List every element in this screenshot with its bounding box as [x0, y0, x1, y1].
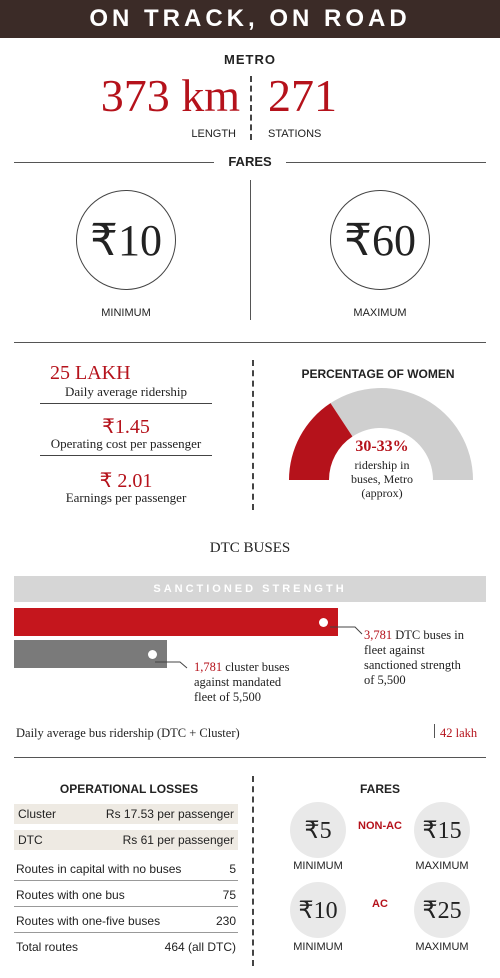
ac-min-circle: ₹10: [290, 882, 346, 938]
page-title: ON TRACK, ON ROAD: [0, 0, 500, 38]
cost-value: ₹1.45: [102, 416, 150, 438]
gauge-share-arc: [289, 403, 353, 480]
dtc-bar-marker: [319, 618, 328, 627]
loss-dtc-value: Rs 61 per passenger: [122, 833, 234, 847]
dtc-note-line-3: sanctioned strength: [364, 658, 461, 672]
bus-ridership-label: Daily average bus ridership (DTC + Clust…: [16, 726, 240, 740]
women-line-3: (approx): [361, 486, 403, 500]
bus-ridership-tick: [434, 724, 435, 738]
metro-stations-label: STATIONS: [268, 128, 322, 140]
women-line-2: buses, Metro: [351, 472, 413, 486]
dtc-bar: [14, 608, 338, 636]
route-rule: [14, 906, 238, 907]
ac-max-label: MAXIMUM: [415, 941, 469, 953]
ac-max-circle: ₹25: [414, 882, 470, 938]
nonac-max-circle: ₹15: [414, 802, 470, 858]
women-value: 30-33%: [355, 438, 409, 455]
route-rule: [14, 880, 238, 881]
women-title: PERCENTAGE OF WOMEN: [301, 367, 455, 381]
route-label: Routes with one bus: [16, 888, 125, 902]
dtc-note-line-2: fleet against: [364, 643, 425, 657]
nonac-label: NON-AC: [358, 820, 402, 832]
ac-min-label: MINIMUM: [293, 941, 343, 953]
dtc-note-line-1: DTC buses in: [392, 628, 464, 642]
fare-min-circle: ₹10: [76, 190, 176, 290]
section-rule: [14, 342, 486, 343]
bus-ridership-value: 42 lakh: [440, 726, 478, 740]
earnings-label: Earnings per passenger: [65, 490, 187, 505]
fares-label: FARES: [228, 154, 272, 169]
metro-stations-value: 271: [268, 70, 337, 121]
loss-dtc-label: DTC: [18, 833, 43, 847]
women-gauge: [289, 388, 473, 480]
metro-label: METRO: [224, 52, 276, 67]
ridership-label: Daily average ridership: [40, 384, 212, 404]
women-caption: ridership in buses, Metro (approx): [320, 458, 444, 500]
nonac-max-label: MAXIMUM: [415, 860, 469, 872]
cost-label: Operating cost per passenger: [40, 436, 212, 456]
cluster-note-line-3: fleet of 5,500: [194, 690, 261, 704]
fare-max-label: MAXIMUM: [353, 307, 407, 319]
fare-max-circle: ₹60: [330, 190, 430, 290]
nonac-min-value: ₹5: [304, 817, 332, 844]
cluster-note-line-2: against mandated: [194, 675, 282, 689]
fares-divider: [250, 180, 251, 320]
route-label: Routes with one-five buses: [16, 914, 161, 928]
sanctioned-label: SANCTIONED STRENGTH: [153, 583, 347, 595]
ac-label: AC: [372, 898, 388, 910]
gauge-rest-arc: [330, 388, 473, 480]
route-value: 75: [222, 888, 236, 902]
route-row: Routes with one bus 75: [16, 888, 236, 902]
cluster-bar: [14, 640, 167, 668]
women-line-1: ridership in: [354, 458, 410, 472]
route-label: Routes in capital with no buses: [16, 862, 182, 876]
route-row: Routes in capital with no buses 5: [16, 862, 236, 876]
earnings-value: ₹ 2.01: [99, 470, 153, 492]
route-label: Total routes: [16, 940, 79, 954]
nonac-min-circle: ₹5: [290, 802, 346, 858]
loss-row-cluster: Cluster Rs 17.53 per passenger: [14, 804, 238, 824]
dtc-leader-lines: [155, 626, 363, 669]
stats-divider: [252, 360, 254, 510]
metro-length-value: 373 km: [100, 70, 240, 121]
fares-rule-left: [14, 162, 214, 163]
dtc-note-num: 3,781: [364, 628, 393, 642]
loss-cluster-label: Cluster: [18, 807, 57, 821]
metro-divider: [250, 76, 252, 140]
route-row: Routes with one-five buses 230: [16, 914, 236, 928]
losses-title: OPERATIONAL LOSSES: [59, 782, 199, 796]
fare-max-value: ₹60: [344, 215, 416, 265]
bus-fares-title: FARES: [359, 782, 400, 796]
fares-rule-right: [286, 162, 486, 163]
nonac-max-value: ₹15: [422, 817, 462, 844]
dtc-title: DTC BUSES: [209, 540, 291, 556]
cluster-bar-marker: [148, 650, 157, 659]
loss-cluster-value: Rs 17.53 per passenger: [105, 807, 234, 821]
section-rule-2: [14, 757, 486, 758]
route-value: 5: [229, 862, 236, 876]
loss-row-dtc: DTC Rs 61 per passenger: [14, 830, 238, 850]
metro-length-label: LENGTH: [191, 128, 236, 140]
route-value: 464 (all DTC): [164, 940, 236, 954]
fare-min-label: MINIMUM: [101, 307, 151, 319]
cluster-note-num: 1,781: [194, 660, 223, 674]
route-rule: [14, 932, 238, 933]
nonac-min-label: MINIMUM: [293, 860, 343, 872]
bottom-divider: [252, 776, 254, 966]
route-value: 230: [215, 914, 236, 928]
dtc-note-line-4: of 5,500: [364, 673, 406, 687]
cluster-note: 1,781 cluster buses against mandated fle…: [194, 660, 324, 705]
cluster-note-line-1: cluster buses: [222, 660, 290, 674]
ridership-value: 25 LAKH: [50, 362, 131, 384]
route-row: Total routes 464 (all DTC): [16, 940, 236, 954]
ac-max-value: ₹25: [422, 897, 462, 924]
sanctioned-bar: SANCTIONED STRENGTH: [14, 576, 486, 602]
ac-min-value: ₹10: [298, 897, 338, 924]
dtc-note: 3,781 DTC buses in fleet against sanctio…: [364, 628, 494, 688]
fare-min-value: ₹10: [90, 215, 162, 265]
